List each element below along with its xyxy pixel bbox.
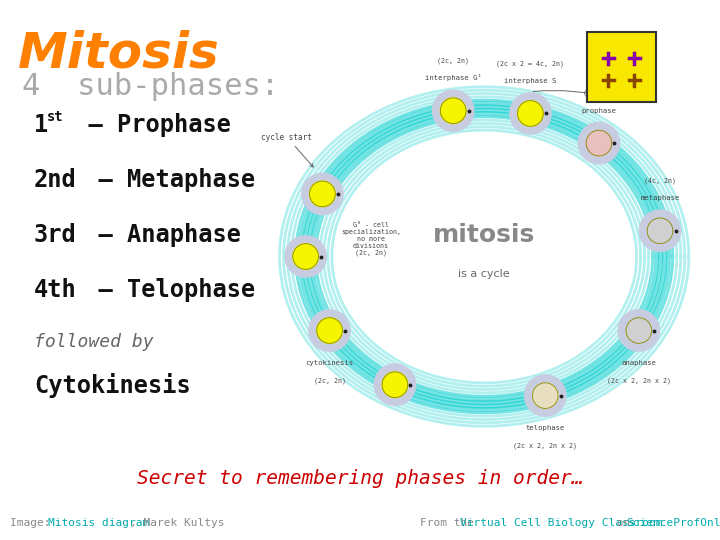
Circle shape	[309, 310, 350, 351]
Text: Secret to remembering phases in order…: Secret to remembering phases in order…	[137, 469, 583, 488]
Text: Mitosis diagram: Mitosis diagram	[48, 518, 149, 528]
Text: – Prophase: – Prophase	[60, 113, 231, 137]
Circle shape	[382, 372, 408, 397]
Text: telophase: telophase	[526, 425, 565, 431]
Circle shape	[618, 310, 660, 351]
Text: – Metaphase: – Metaphase	[70, 168, 256, 192]
Circle shape	[433, 90, 474, 131]
Text: Mitosis: Mitosis	[18, 30, 220, 78]
Text: metaphase: metaphase	[640, 195, 680, 201]
Circle shape	[578, 123, 620, 164]
Text: interphase G¹: interphase G¹	[425, 75, 482, 82]
Text: cycle start: cycle start	[261, 132, 313, 167]
Text: Cytokinesis: Cytokinesis	[34, 373, 191, 397]
Text: ScienceProfOnline.com: ScienceProfOnline.com	[626, 518, 720, 528]
Circle shape	[317, 318, 343, 343]
Circle shape	[374, 364, 415, 406]
Text: – Telophase: – Telophase	[70, 278, 256, 302]
Text: Image:: Image:	[10, 518, 58, 528]
Circle shape	[639, 210, 680, 252]
Text: (2c x 2, 2n x 2): (2c x 2, 2n x 2)	[607, 377, 671, 384]
Text: cytokinesis: cytokinesis	[305, 360, 354, 366]
Text: (2c x 2, 2n x 2): (2c x 2, 2n x 2)	[513, 442, 577, 449]
Text: 4th: 4th	[34, 278, 77, 302]
Text: – Anaphase: – Anaphase	[70, 223, 241, 247]
Text: prophase: prophase	[582, 107, 616, 114]
Text: From the: From the	[420, 518, 481, 528]
Circle shape	[532, 383, 558, 408]
Text: 3rd: 3rd	[34, 223, 77, 247]
Text: st: st	[47, 110, 63, 124]
Text: on: on	[610, 518, 637, 528]
Text: mitosis: mitosis	[433, 222, 536, 247]
Text: (4c, 2n): (4c, 2n)	[583, 90, 615, 96]
Text: (2c x 2 = 4c, 2n): (2c x 2 = 4c, 2n)	[496, 60, 564, 67]
Circle shape	[302, 173, 343, 214]
Circle shape	[310, 181, 336, 207]
Circle shape	[518, 100, 543, 126]
Text: 4  sub-phases:: 4 sub-phases:	[22, 72, 279, 101]
Text: (4c, 2n): (4c, 2n)	[644, 178, 676, 184]
Text: (2c, 2n): (2c, 2n)	[437, 57, 469, 64]
Text: is a cycle: is a cycle	[459, 269, 510, 279]
Circle shape	[626, 318, 652, 343]
Circle shape	[510, 93, 551, 134]
Text: G⁰ - cell
specialization,
no more
divisions
(2c, 2n): G⁰ - cell specialization, no more divisi…	[341, 222, 401, 256]
Text: interphase S: interphase S	[504, 78, 557, 84]
Text: followed by: followed by	[34, 333, 153, 351]
FancyBboxPatch shape	[587, 32, 656, 102]
Circle shape	[285, 236, 326, 277]
Text: Virtual Cell Biology Classroom: Virtual Cell Biology Classroom	[460, 518, 662, 528]
Text: , Marek Kultys: , Marek Kultys	[130, 518, 225, 528]
Circle shape	[293, 244, 318, 269]
Circle shape	[647, 218, 672, 244]
Circle shape	[525, 375, 566, 416]
Circle shape	[441, 98, 466, 124]
Circle shape	[586, 130, 612, 156]
Text: 1: 1	[34, 113, 48, 137]
Text: anaphase: anaphase	[621, 360, 657, 366]
Text: (2c, 2n): (2c, 2n)	[314, 377, 346, 384]
Text: 2nd: 2nd	[34, 168, 77, 192]
